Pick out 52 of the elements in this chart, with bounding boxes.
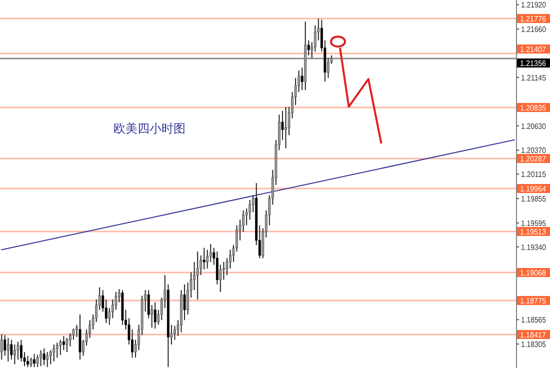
candlestick [154,302,156,330]
candlestick [0,334,3,360]
text: 欧美四小时图 [114,121,186,136]
candlestick [219,264,222,292]
ref-line-label: 1.19068 [520,268,549,278]
ref-line-label: 1.21776 [520,14,549,24]
candlestick [46,352,49,368]
candlestick [300,67,304,91]
candlestick [62,336,65,351]
y-tick-label: 1.21920 [521,0,550,10]
y-tick-label: 1.20370 [521,146,550,156]
y-tick-label: 1.21145 [521,73,550,82]
candlestick [16,341,20,360]
candlestick [150,304,154,328]
y-tick-label: 1.19855 [521,194,550,204]
ref-line-label: 1.19964 [520,184,549,194]
candlestick [33,353,36,368]
ref-line-label: 1.18775 [520,296,549,306]
candlestick [78,314,82,360]
candlestick [202,247,206,270]
candlestick [36,354,39,368]
candlestick [20,339,22,362]
ref-line-label: 1.18417 [520,330,549,340]
y-tick-label: 1.19340 [521,242,550,252]
candlestick [307,40,310,56]
ref-line-label: 1.20287 [520,154,549,164]
candlestick [42,348,46,366]
candlestick [170,324,173,346]
candlestick [326,58,330,78]
ref-line-label: 1.20835 [520,103,549,112]
candlestick [30,357,32,368]
candlestick [183,284,186,321]
ref-line-label: 1.21356 [520,58,549,68]
candlestick [52,344,56,362]
candlestick [10,339,13,360]
candlestick [6,337,10,362]
ref-line-label: 1.19513 [520,227,549,236]
candlestick [13,344,16,365]
candlestick [26,355,29,368]
y-tick-label: 1.18565 [521,316,550,325]
y-tick-label: 1.21660 [521,25,550,34]
y-tick-label: 1.19595 [521,218,550,228]
candlestick [284,106,287,149]
candlestick [66,337,68,353]
candlestick [196,251,199,300]
candlestick [40,350,42,367]
y-tick-label: 1.18305 [521,340,550,350]
candlestick [56,342,58,358]
ref-line-label: 1.21407 [520,44,549,54]
y-tick-label: 1.20115 [521,170,550,180]
candlestick [59,339,62,356]
y-tick-label: 1.20630 [521,122,550,131]
